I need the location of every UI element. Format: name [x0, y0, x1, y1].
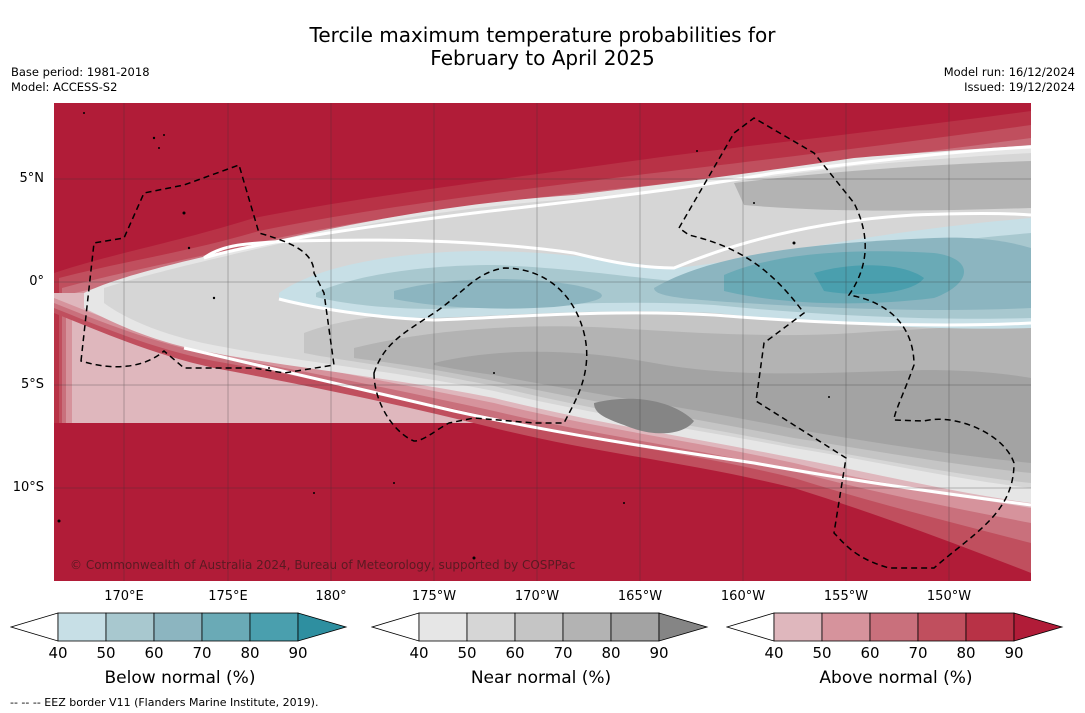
colorbar-extend-left [726, 612, 775, 642]
colorbar-segment [153, 612, 203, 642]
meta-right: Model run: 16/12/2024 Issued: 19/12/2024 [944, 65, 1075, 95]
colorbar-segment [514, 612, 564, 642]
colorbar-tick-label: 80 [956, 644, 976, 662]
map-title-line1: Tercile maximum temperature probabilitie… [309, 23, 776, 47]
colorbar-extend-left [371, 612, 420, 642]
colorbar-tick-label: 90 [1004, 644, 1024, 662]
issued-date: Issued: 19/12/2024 [964, 80, 1075, 94]
lon-label-175e: 175°E [208, 589, 248, 604]
colorbar-segment [466, 612, 516, 642]
colorbar-tick-label: 40 [409, 644, 429, 662]
contour-below-north [203, 212, 1031, 270]
gridlines [54, 103, 1031, 581]
colorbar-label-below: Below normal (%) [104, 668, 256, 688]
base-period: Base period: 1981-2018 [11, 65, 150, 79]
colorbar-tick-label: 40 [764, 644, 784, 662]
lon-label-180: 180° [315, 589, 347, 604]
colorbar-segment [418, 612, 468, 642]
near-normal-90 [594, 398, 694, 434]
map-title-line2: February to April 2025 [430, 46, 655, 70]
colorbar-segment [821, 612, 871, 642]
colorbar-tick-label: 50 [812, 644, 832, 662]
colorbar-tick-label: 60 [860, 644, 880, 662]
lon-label-170e: 170°E [104, 589, 144, 604]
colorbar-near-normal [371, 612, 709, 642]
lat-label-5n: 5°N [19, 171, 45, 186]
colorbar-segment [773, 612, 823, 642]
lon-label-165w: 165°W [617, 589, 663, 604]
colorbar-tick-label: 50 [96, 644, 116, 662]
colorbar-above-normal [726, 612, 1064, 642]
colorbar-extend-left [10, 612, 59, 642]
island-coastlines [57, 112, 830, 560]
colorbar-segment [105, 612, 155, 642]
lon-label-175w: 175°W [411, 589, 457, 604]
colorbar-below-normal [10, 612, 348, 642]
lon-label-170w: 170°W [514, 589, 560, 604]
probability-map [54, 103, 1031, 581]
colorbar-tick-label: 50 [457, 644, 477, 662]
colorbar-extend-right [1013, 612, 1064, 642]
colorbar-segment [610, 612, 660, 642]
below-normal-90-east [814, 265, 924, 295]
colorbar-segment [249, 612, 299, 642]
colorbar-tick-label: 70 [908, 644, 928, 662]
lon-label-150w: 150°W [926, 589, 972, 604]
lon-label-160w: 160°W [720, 589, 766, 604]
colorbar-segment [869, 612, 919, 642]
colorbar-tick-label: 60 [505, 644, 525, 662]
near-normal-north-70 [734, 161, 1031, 211]
eez-borders [80, 117, 1015, 569]
colorbar-segment [562, 612, 612, 642]
colorbar-tick-label: 70 [553, 644, 573, 662]
model-name: Model: ACCESS-S2 [11, 80, 118, 94]
lon-label-155w: 155°W [823, 589, 869, 604]
colorbar-segment [917, 612, 967, 642]
colorbar-segment [57, 612, 107, 642]
colorbar-segment [965, 612, 1015, 642]
lat-label-10s: 10°S [12, 480, 44, 495]
colorbar-label-near: Near normal (%) [470, 668, 612, 688]
eez-footnote: -- -- -- EEZ border V11 (Flanders Marine… [10, 696, 319, 709]
contour-above-south [183, 346, 1031, 507]
model-run: Model run: 16/12/2024 [943, 65, 1075, 79]
near-normal-80 [434, 351, 1031, 463]
colorbar-label-above: Above normal (%) [819, 668, 973, 688]
colorbar-extend-right [658, 612, 709, 642]
colorbar-tick-label: 60 [144, 644, 164, 662]
colorbar-segment [201, 612, 251, 642]
lat-label-5s: 5°S [20, 377, 44, 392]
contour-below-south [278, 297, 1031, 327]
contour-above-north [203, 145, 1031, 260]
colorbar-tick-label: 70 [192, 644, 212, 662]
colorbar-tick-label: 80 [240, 644, 260, 662]
colorbar-tick-label: 40 [48, 644, 68, 662]
colorbar-tick-label: 80 [601, 644, 621, 662]
colorbar-tick-label: 90 [288, 644, 308, 662]
colorbar-extend-right [297, 612, 348, 642]
lat-label-0: 0° [29, 274, 44, 289]
copyright-credit: © Commonwealth of Australia 2024, Bureau… [70, 558, 576, 572]
meta-left: Base period: 1981-2018 Model: ACCESS-S2 [11, 65, 150, 95]
colorbar-tick-label: 90 [649, 644, 669, 662]
below-normal-70 [394, 279, 602, 309]
